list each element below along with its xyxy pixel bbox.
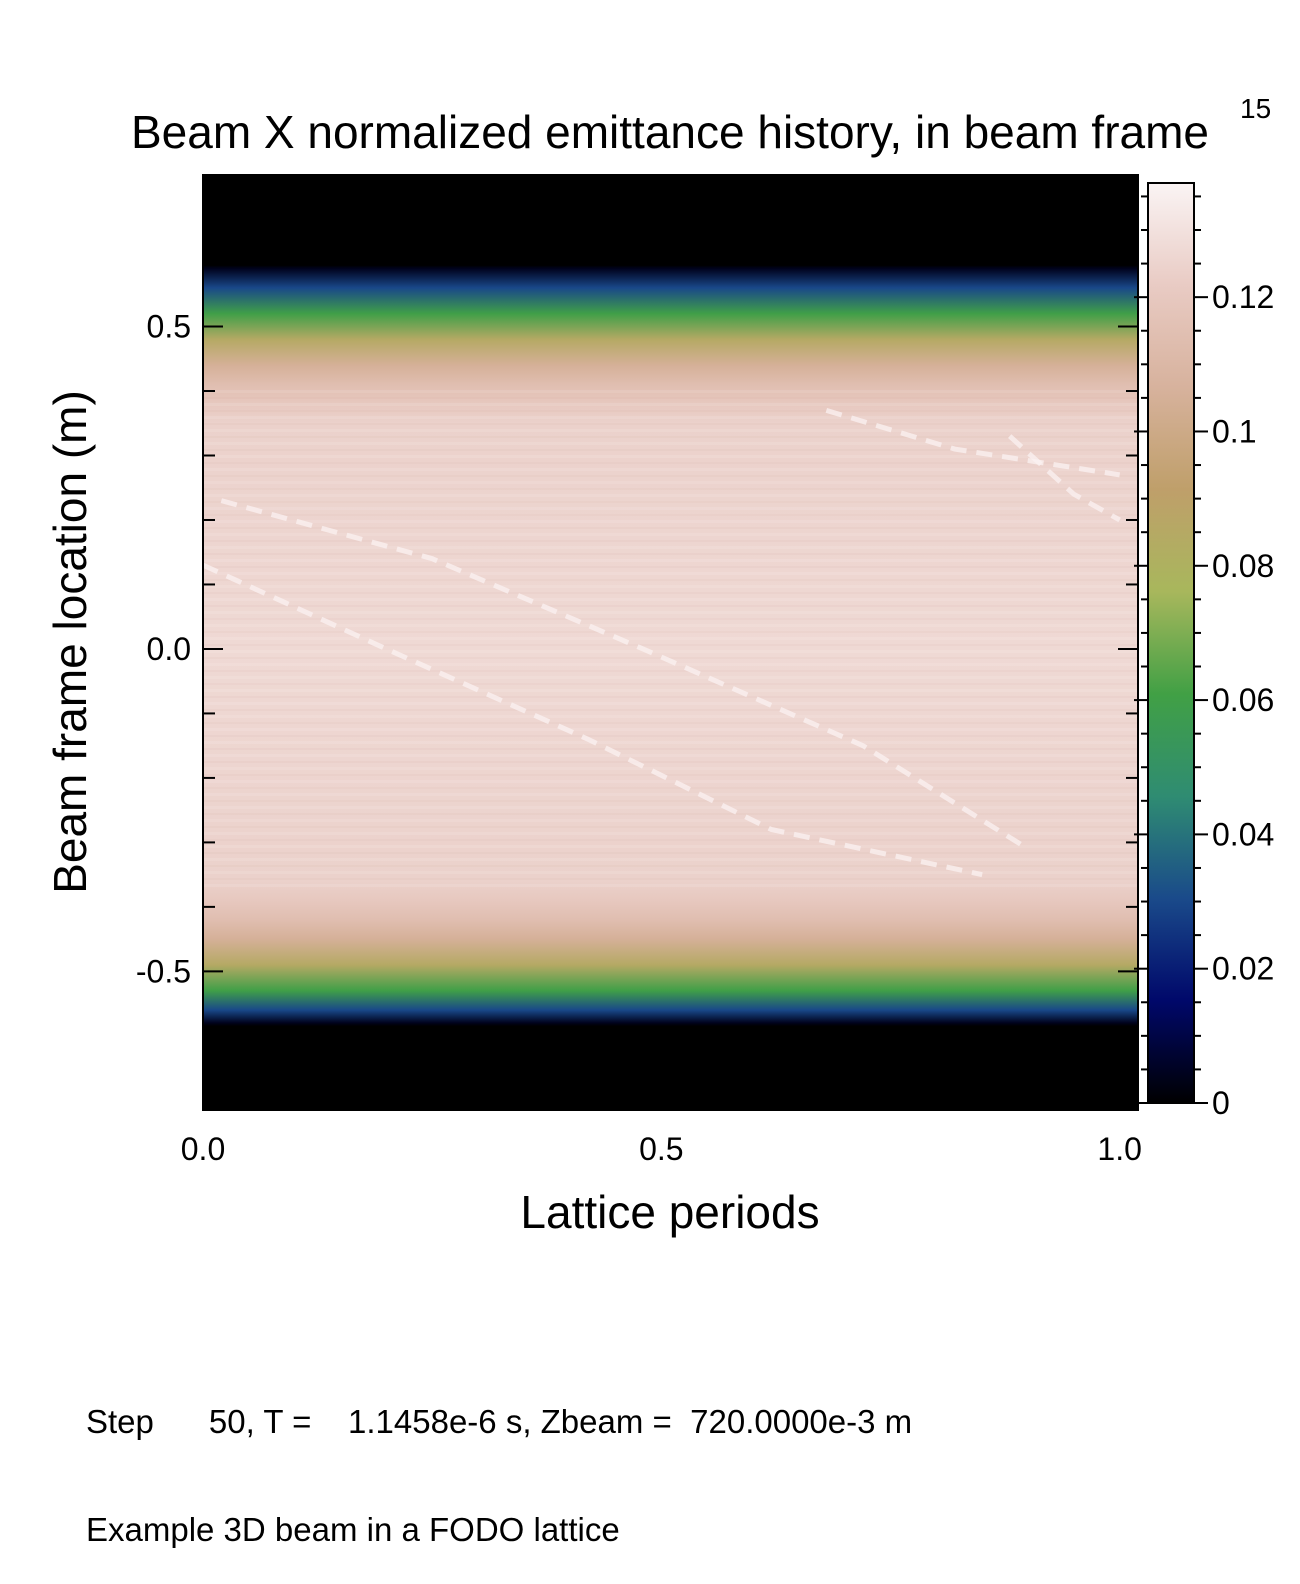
footer-step-line: Step 50, T = 1.1458e-6 s, Zbeam = 720.00… (86, 1403, 913, 1440)
colorbar-tick-label: 0 (1212, 1085, 1230, 1121)
plot-frame (202, 174, 1139, 1111)
colorbar-tick-label: 0.02 (1212, 951, 1274, 987)
x-tick-label: 0.0 (181, 1131, 225, 1167)
highlight-streak (220, 498, 1030, 851)
x-axis-ticks: 0.0 0.5 1.0 (181, 175, 1142, 1167)
x-tick-label: 1.0 (1097, 1131, 1141, 1167)
x-axis-label: Lattice periods (520, 1186, 819, 1238)
highlight-streak (825, 407, 1121, 478)
y-tick-label: 0.0 (147, 631, 191, 667)
colorbar-tick-label: 0.12 (1212, 279, 1274, 315)
y-tick-label: -0.5 (136, 953, 191, 989)
x-tick-label: 0.5 (639, 1131, 683, 1167)
chart-title: Beam X normalized emittance history, in … (131, 106, 1209, 158)
highlight-streaks (203, 407, 1121, 878)
y-tick-label: 0.5 (147, 309, 191, 345)
page-number: 15 (1240, 93, 1271, 124)
footer-description: Example 3D beam in a FODO lattice (86, 1511, 620, 1548)
y-axis-ticks: 0.5 0.0 -0.5 (136, 196, 1138, 1102)
colorbar-tick-label: 0.04 (1212, 816, 1274, 852)
beam-stripes (203, 390, 1138, 890)
colorbar-tick-label: 0.1 (1212, 413, 1256, 449)
y-axis-label: Beam frame location (m) (44, 390, 96, 894)
heatmap-plot (203, 175, 1138, 1110)
highlight-streak (1007, 434, 1121, 523)
colorbar-ticks: 0 0.02 0.04 0.06 0.08 0.1 0.12 (1134, 195, 1274, 1121)
colorbar-tick-label: 0.08 (1212, 548, 1274, 584)
highlight-streak (203, 562, 983, 878)
figure: Beam X normalized emittance history, in … (44, 93, 1274, 1238)
colorbar (1147, 182, 1195, 1104)
colorbar-tick-label: 0.06 (1212, 682, 1274, 718)
footer: Step 50, T = 1.1458e-6 s, Zbeam = 720.00… (86, 1332, 912, 1584)
